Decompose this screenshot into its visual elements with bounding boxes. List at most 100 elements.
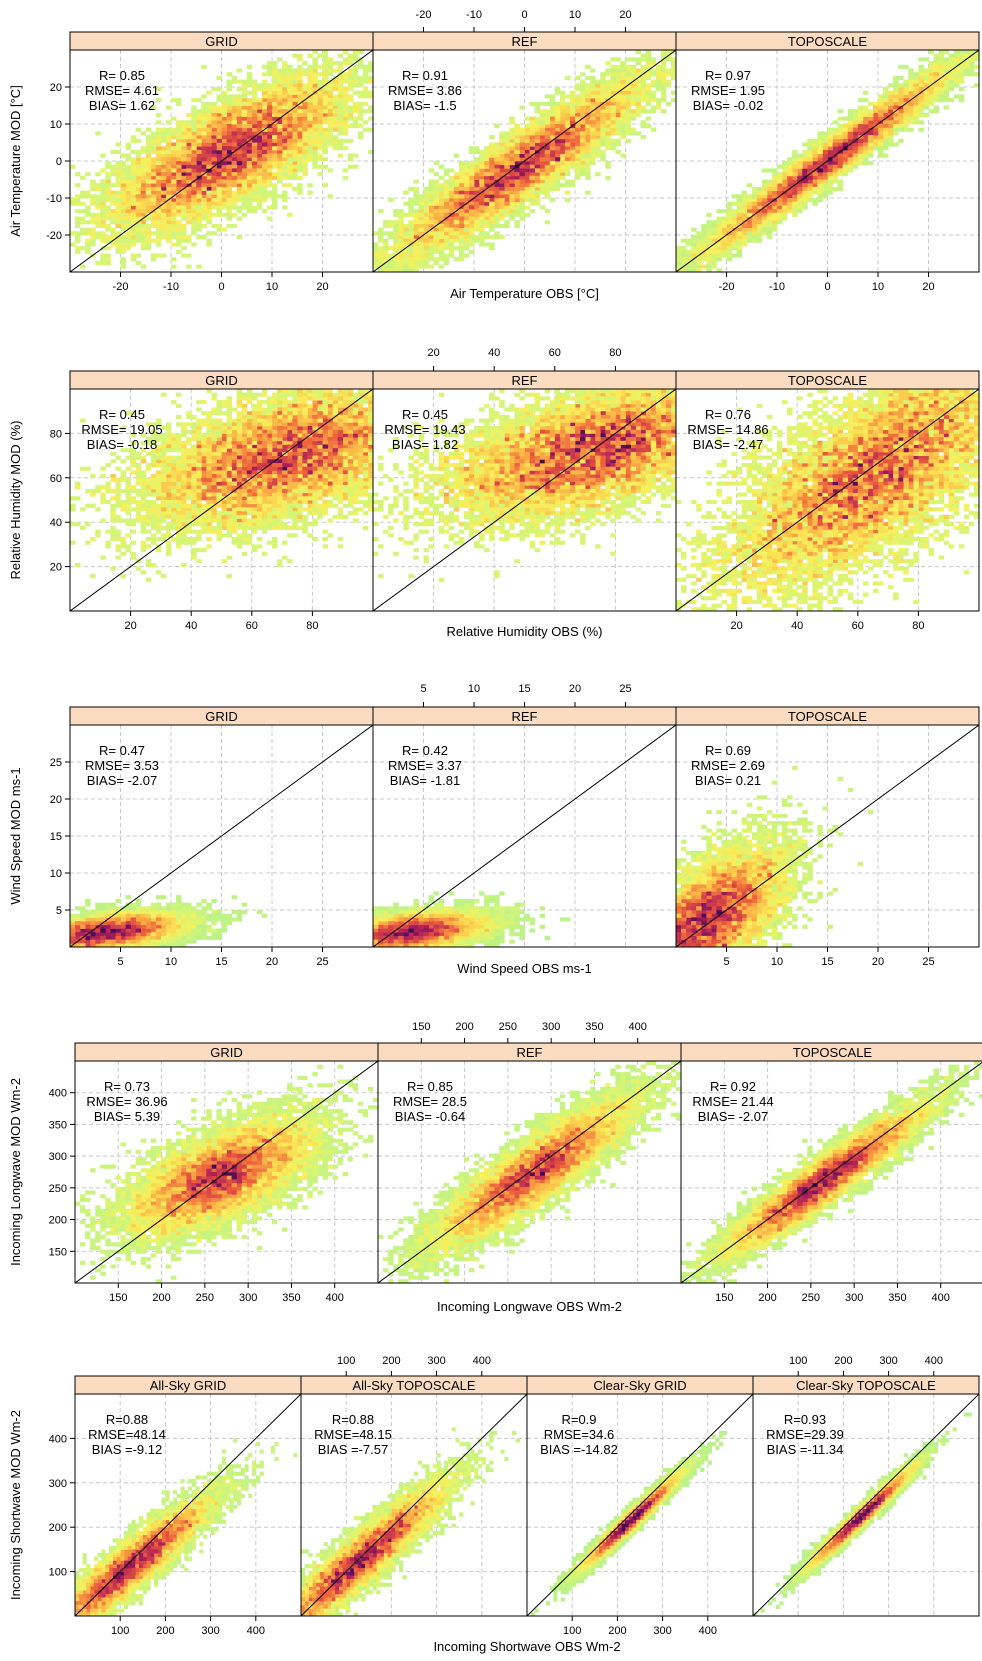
density-cell	[867, 131, 874, 136]
density-cell	[817, 161, 823, 166]
density-cell	[332, 146, 339, 151]
density-cell	[181, 477, 187, 482]
density-cell	[534, 109, 541, 114]
density-cell	[206, 209, 212, 214]
density-cell	[357, 392, 364, 397]
density-cell	[670, 64, 676, 69]
density-cell	[625, 68, 631, 73]
density-cell	[266, 61, 273, 66]
density-cell	[186, 172, 192, 177]
density-cell	[241, 422, 248, 427]
density-cell	[145, 175, 152, 180]
density-cell	[211, 205, 217, 210]
density-cell	[711, 223, 717, 228]
density-cell	[130, 209, 137, 214]
density-cell	[453, 194, 460, 199]
density-cell	[282, 437, 288, 442]
density-cell	[549, 127, 556, 132]
density-cell	[206, 466, 212, 471]
density-cell	[862, 142, 869, 147]
density-cell	[499, 190, 505, 195]
density-cell	[771, 183, 778, 188]
density-cell	[918, 57, 924, 62]
density-cell	[231, 116, 238, 121]
density-cell	[171, 186, 177, 191]
density-cell	[282, 422, 288, 427]
density-cell	[327, 168, 333, 173]
density-cell	[559, 101, 566, 106]
density-cell	[645, 50, 652, 55]
density-cell	[171, 168, 177, 173]
density-cell	[413, 227, 419, 232]
density-cell	[95, 216, 101, 221]
density-cell	[504, 212, 510, 217]
density-cell	[160, 448, 167, 453]
density-cell	[216, 470, 222, 475]
density-cell	[423, 264, 429, 269]
density-cell	[388, 231, 394, 236]
density-cell	[246, 485, 253, 490]
density-cell	[231, 190, 238, 195]
density-cell	[251, 153, 258, 158]
density-cell	[272, 411, 278, 416]
density-cell	[130, 470, 137, 475]
density-cell	[706, 249, 712, 254]
density-cell	[241, 426, 248, 431]
density-cell	[519, 172, 525, 177]
density-cell	[135, 205, 142, 210]
density-cell	[181, 138, 187, 143]
density-cell	[590, 131, 596, 136]
density-cell	[549, 94, 556, 99]
density-cell	[191, 231, 197, 236]
density-cell	[155, 537, 162, 542]
density-cell	[883, 142, 889, 147]
density-cell	[231, 444, 238, 449]
density-cell	[595, 142, 601, 147]
density-cell	[494, 212, 500, 217]
density-cell	[751, 220, 758, 225]
density-cell	[878, 116, 884, 121]
density-cell	[165, 175, 172, 180]
density-cell	[443, 201, 450, 206]
density-cell	[670, 75, 676, 80]
density-cell	[428, 238, 434, 243]
density-cell	[277, 135, 283, 140]
density-cell	[347, 98, 354, 103]
density-cell	[282, 83, 288, 88]
density-cell	[160, 444, 167, 449]
density-cell	[155, 227, 162, 232]
density-cell	[150, 157, 157, 162]
density-cell	[691, 260, 697, 265]
density-cell	[948, 72, 955, 77]
density-cell	[231, 455, 238, 460]
density-cell	[241, 112, 248, 117]
density-cell	[428, 253, 434, 258]
density-cell	[357, 448, 364, 453]
density-cell	[95, 220, 101, 225]
density-cell	[261, 492, 268, 497]
density-cell	[923, 112, 929, 117]
density-cell	[317, 440, 323, 445]
density-cell	[610, 75, 616, 80]
density-cell	[595, 90, 601, 95]
density-cell	[564, 172, 571, 177]
density-cell	[191, 112, 197, 117]
density-cell	[171, 190, 177, 195]
density-cell	[347, 422, 354, 427]
density-cell	[95, 198, 101, 203]
density-cell	[357, 64, 364, 69]
density-cell	[261, 485, 268, 490]
density-cell	[938, 79, 945, 84]
density-cell	[191, 109, 197, 114]
density-cell	[438, 242, 445, 247]
density-cell	[236, 209, 243, 214]
density-cell	[367, 503, 373, 508]
density-cell	[171, 220, 177, 225]
density-cell	[463, 175, 470, 180]
density-cell	[463, 246, 470, 251]
density-cell	[75, 216, 81, 221]
density-cell	[206, 238, 212, 243]
density-cell	[302, 444, 308, 449]
density-cell	[837, 142, 844, 147]
density-cell	[211, 451, 217, 456]
